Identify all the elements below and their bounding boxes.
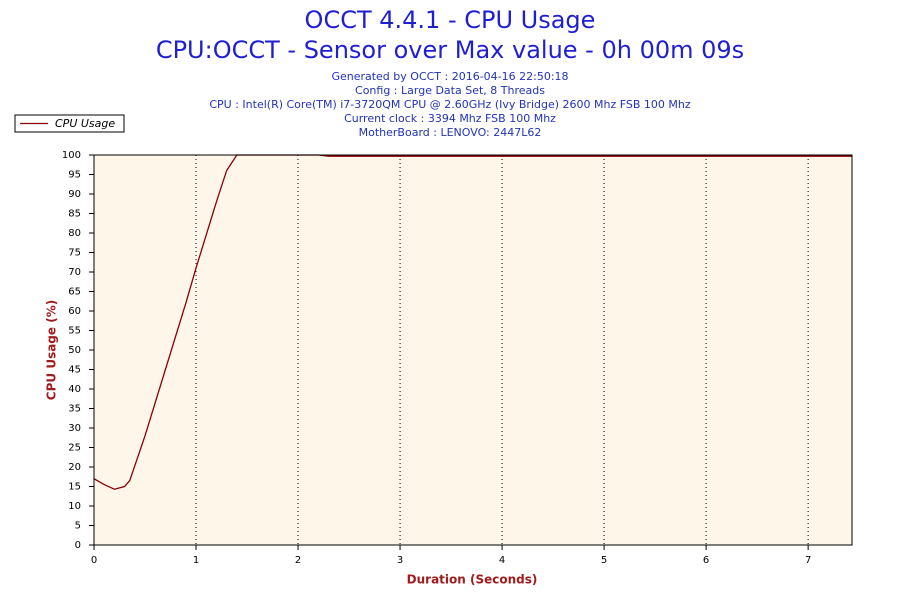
y-tick-label: 25 xyxy=(68,443,81,454)
y-tick-label: 15 xyxy=(68,482,81,493)
x-tick-label: 7 xyxy=(805,555,811,566)
legend-label: CPU Usage xyxy=(55,117,115,130)
y-tick-label: 80 xyxy=(68,228,81,239)
y-tick-label: 20 xyxy=(68,462,81,473)
info-line: MotherBoard : LENOVO: 2447L62 xyxy=(359,126,542,139)
info-line: CPU : Intel(R) Core(TM) i7-3720QM CPU @ … xyxy=(209,98,691,111)
x-tick-label: 2 xyxy=(295,555,301,566)
y-tick-label: 90 xyxy=(68,189,81,200)
plot-border xyxy=(93,154,853,546)
plot-area xyxy=(94,155,852,545)
y-axis-label: CPU Usage (%) xyxy=(45,300,59,400)
chart-title: OCCT 4.4.1 - CPU Usage xyxy=(305,6,596,34)
y-tick-label: 65 xyxy=(68,287,81,298)
y-tick-label: 50 xyxy=(68,345,81,356)
x-tick-label: 0 xyxy=(91,555,97,566)
y-tick-label: 5 xyxy=(75,521,81,532)
y-tick-label: 100 xyxy=(62,150,81,161)
y-tick-label: 70 xyxy=(68,267,81,278)
x-tick-label: 1 xyxy=(193,555,199,566)
y-tick-label: 55 xyxy=(68,326,81,337)
x-tick-label: 4 xyxy=(499,555,505,566)
info-line: Config : Large Data Set, 8 Threads xyxy=(355,84,545,97)
info-line: Generated by OCCT : 2016-04-16 22:50:18 xyxy=(331,70,568,83)
y-tick-label: 75 xyxy=(68,248,81,259)
x-tick-label: 5 xyxy=(601,555,607,566)
legend-box xyxy=(14,114,125,133)
y-tick-label: 45 xyxy=(68,365,81,376)
y-tick-label: 10 xyxy=(68,501,81,512)
y-tick-label: 30 xyxy=(68,423,81,434)
y-tick-label: 85 xyxy=(68,209,81,220)
info-line: Current clock : 3394 Mhz FSB 100 Mhz xyxy=(344,112,556,125)
x-tick-label: 6 xyxy=(703,555,709,566)
y-tick-label: 35 xyxy=(68,404,81,415)
y-tick-label: 95 xyxy=(68,170,81,181)
y-tick-label: 40 xyxy=(68,384,81,395)
chart-subtitle: CPU:OCCT - Sensor over Max value - 0h 00… xyxy=(156,36,744,64)
x-axis-label: Duration (Seconds) xyxy=(407,573,538,587)
x-tick-label: 3 xyxy=(397,555,403,566)
y-tick-label: 60 xyxy=(68,306,81,317)
y-tick-label: 0 xyxy=(75,540,81,551)
